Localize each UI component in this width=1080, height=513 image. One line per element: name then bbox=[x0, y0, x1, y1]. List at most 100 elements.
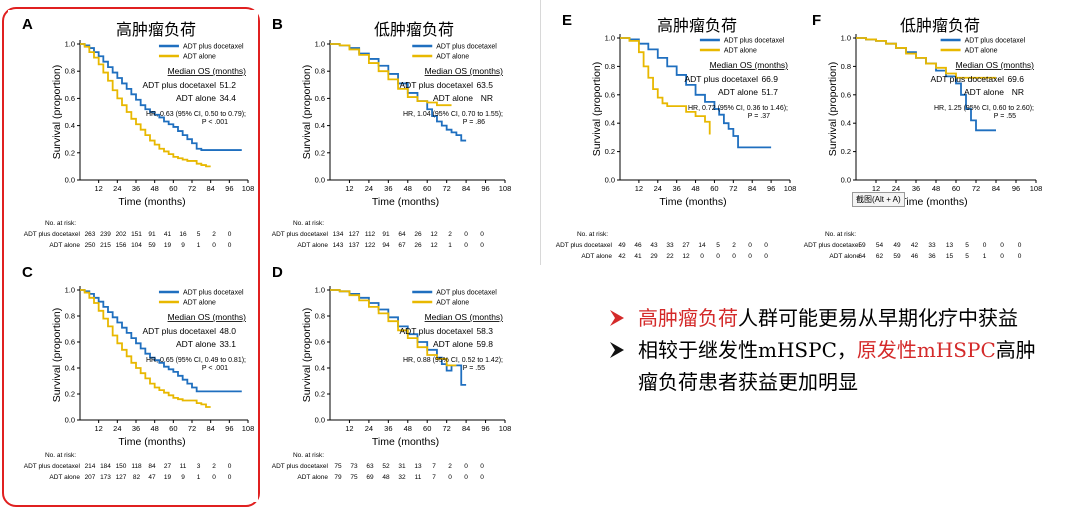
risk-value: 54 bbox=[876, 242, 884, 249]
median-os-label: ADT alone bbox=[433, 339, 473, 349]
risk-value: 84 bbox=[148, 463, 156, 470]
median-os-header: Median OS (months) bbox=[168, 66, 247, 76]
y-tick-label: 0.4 bbox=[315, 121, 325, 130]
x-tick-label: 48 bbox=[150, 184, 158, 193]
median-os-label: ADT plus docetaxel bbox=[684, 74, 758, 84]
y-tick-label: 0.0 bbox=[65, 176, 75, 185]
hazard-ratio-text: P < .001 bbox=[202, 365, 228, 372]
survival-curve-docetaxel bbox=[620, 37, 772, 149]
x-tick-label: 48 bbox=[691, 184, 699, 193]
y-tick-label: 0.8 bbox=[315, 312, 325, 321]
median-os-label: ADT alone bbox=[176, 93, 216, 103]
hazard-ratio-text: HR, 0.63 (95% CI, 0.50 to 0.79); bbox=[146, 111, 246, 118]
arrow-bullet-icon bbox=[610, 310, 624, 326]
risk-row-label: ADT plus docetaxel bbox=[804, 242, 861, 249]
arrow-bullet-icon bbox=[610, 342, 624, 358]
risk-value: 2 bbox=[732, 242, 736, 249]
risk-header: No. at risk: bbox=[45, 452, 76, 459]
risk-value: 16 bbox=[179, 231, 187, 238]
risk-value: 0 bbox=[764, 253, 768, 260]
median-os-label: ADT alone bbox=[718, 87, 758, 97]
risk-value: 79 bbox=[334, 474, 342, 481]
y-tick-label: 0.8 bbox=[315, 67, 325, 76]
risk-value: 112 bbox=[365, 231, 376, 238]
y-axis-label: Survival (proportion) bbox=[51, 65, 63, 160]
risk-value: 46 bbox=[911, 253, 919, 260]
x-tick-label: 84 bbox=[462, 184, 470, 193]
risk-row-label: ADT plus docetaxel bbox=[272, 463, 329, 470]
panel-label: B bbox=[272, 16, 283, 33]
x-tick-label: 24 bbox=[892, 184, 900, 193]
km-chart-svg: 0.00.20.40.60.81.012 24 36 48 60 72 84 96 108Tim… bbox=[24, 286, 255, 482]
median-os-header: Median OS (months) bbox=[425, 66, 504, 76]
risk-value: 49 bbox=[618, 242, 626, 249]
chart-panel-e: E 高肿瘤负荷 0.0 0.2 0.4 0.6 0.8 1.0 12 24 36 48 60 72 84 96… bbox=[542, 8, 804, 264]
risk-value: 0 bbox=[716, 253, 720, 260]
risk-value: 1 bbox=[448, 242, 452, 249]
risk-value: 12 bbox=[430, 242, 438, 249]
risk-value: 0 bbox=[732, 253, 736, 260]
median-os-header: Median OS (months) bbox=[425, 312, 504, 322]
risk-value: 122 bbox=[365, 242, 376, 249]
y-axis-label: Survival (proportion) bbox=[827, 62, 839, 157]
risk-value: 0 bbox=[228, 463, 232, 470]
emphasis-text: 原发性mHSPC bbox=[856, 338, 996, 362]
risk-value: 27 bbox=[164, 463, 172, 470]
x-tick-label: 84 bbox=[748, 184, 756, 193]
y-axis-label: Survival (proportion) bbox=[301, 65, 313, 160]
x-tick-label: 96 bbox=[225, 424, 233, 433]
risk-value: 64 bbox=[398, 231, 406, 238]
risk-value: 52 bbox=[382, 463, 390, 470]
chart-panel-d: D 0.0 0.2 0.4 0.6 0.8 1.0 12 24 36 48 60 72 84 96 108 Ti… bbox=[262, 262, 534, 502]
y-tick-label: 0.0 bbox=[841, 176, 851, 185]
risk-value: 5 bbox=[197, 231, 201, 238]
km-chart-svg: 0.00.20.40.60.81.012 24 36 48 60 72 84 96 108Tim… bbox=[804, 34, 1043, 261]
hazard-ratio-text: HR, 0.88 (95% CI, 0.52 to 1.42); bbox=[403, 357, 503, 364]
y-tick-label: 0.6 bbox=[605, 90, 615, 99]
x-tick-label: 96 bbox=[1012, 184, 1020, 193]
y-tick-label: 0.4 bbox=[65, 121, 75, 130]
median-os-label: ADT plus docetaxel bbox=[142, 80, 216, 90]
y-tick-label: 0.4 bbox=[315, 364, 325, 373]
survival-curve-adt-alone bbox=[80, 43, 211, 168]
bullet-item: 高肿瘤负荷人群可能更易从早期化疗中获益 bbox=[608, 302, 1048, 334]
survival-curve-docetaxel bbox=[80, 43, 242, 151]
risk-value: 31 bbox=[398, 463, 406, 470]
x-tick-label: 12 bbox=[345, 424, 353, 433]
bullet-text: 人群可能更易从早期化疗中获益 bbox=[738, 306, 1018, 330]
risk-value: 0 bbox=[748, 242, 752, 249]
risk-value: 75 bbox=[350, 474, 358, 481]
risk-row-label: ADT alone bbox=[297, 242, 328, 249]
risk-value: 46 bbox=[634, 242, 642, 249]
chart-panel-b: B 低肿瘤负荷 0.0 0.2 0.4 0.6 0.8 1.0 12 24 36 48 60 72 84 96… bbox=[262, 10, 534, 260]
risk-value: 239 bbox=[100, 231, 111, 238]
risk-value: 0 bbox=[983, 242, 987, 249]
y-axis-label: Survival (proportion) bbox=[51, 308, 63, 403]
y-tick-label: 0.2 bbox=[605, 147, 615, 156]
risk-value: 41 bbox=[164, 231, 172, 238]
risk-row-label: ADT alone bbox=[297, 474, 328, 481]
chart-title: 高肿瘤负荷 bbox=[657, 16, 738, 35]
panel-label: A bbox=[22, 16, 33, 33]
x-tick-label: 12 bbox=[94, 184, 102, 193]
x-tick-label: 24 bbox=[113, 184, 121, 193]
risk-value: 33 bbox=[666, 242, 674, 249]
x-tick-label: 36 bbox=[672, 184, 680, 193]
risk-value: 0 bbox=[480, 463, 484, 470]
median-os-value: 59.8 bbox=[476, 339, 493, 349]
risk-value: 42 bbox=[618, 253, 626, 260]
median-os-value: 48.0 bbox=[219, 326, 236, 336]
km-chart-svg: 0.00.20.40.60.81.012 24 36 48 60 72 84 96 108Tim… bbox=[24, 40, 255, 250]
y-tick-label: 0.2 bbox=[315, 148, 325, 157]
risk-value: 43 bbox=[650, 242, 658, 249]
x-tick-label: 36 bbox=[384, 184, 392, 193]
y-tick-label: 0.2 bbox=[841, 147, 851, 156]
median-os-value: 51.2 bbox=[219, 80, 236, 90]
x-tick-label: 24 bbox=[365, 184, 373, 193]
y-tick-label: 0.6 bbox=[315, 338, 325, 347]
risk-value: 91 bbox=[382, 231, 390, 238]
risk-value: 0 bbox=[228, 474, 232, 481]
emphasis-text: 高肿瘤负荷 bbox=[638, 306, 738, 330]
x-tick-label: 12 bbox=[345, 184, 353, 193]
x-tick-label: 72 bbox=[442, 184, 450, 193]
